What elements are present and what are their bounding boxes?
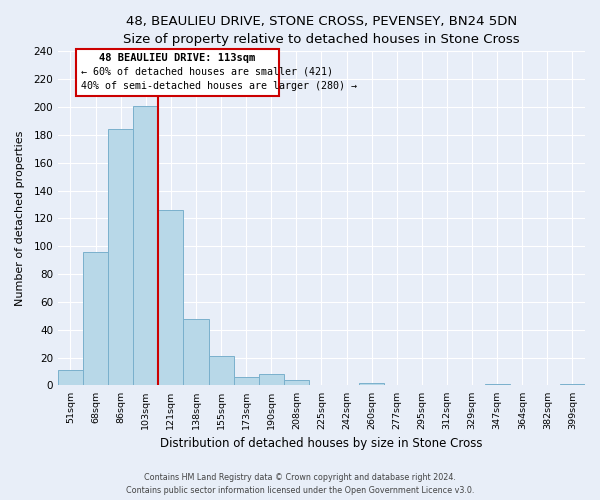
Text: Contains HM Land Registry data © Crown copyright and database right 2024.
Contai: Contains HM Land Registry data © Crown c…: [126, 474, 474, 495]
X-axis label: Distribution of detached houses by size in Stone Cross: Distribution of detached houses by size …: [160, 437, 483, 450]
Bar: [158, 210, 184, 386]
FancyBboxPatch shape: [76, 48, 279, 96]
Y-axis label: Number of detached properties: Number of detached properties: [15, 130, 25, 306]
Text: 48 BEAULIEU DRIVE: 113sqm: 48 BEAULIEU DRIVE: 113sqm: [99, 52, 256, 62]
Text: 40% of semi-detached houses are larger (280) →: 40% of semi-detached houses are larger (…: [81, 80, 357, 90]
Title: 48, BEAULIEU DRIVE, STONE CROSS, PEVENSEY, BN24 5DN
Size of property relative to: 48, BEAULIEU DRIVE, STONE CROSS, PEVENSE…: [123, 15, 520, 46]
Bar: [133, 106, 158, 386]
Bar: [359, 382, 384, 386]
Bar: [284, 380, 309, 386]
Bar: [184, 318, 209, 386]
Bar: [58, 370, 83, 386]
Bar: [83, 252, 108, 386]
Bar: [485, 384, 510, 386]
Bar: [108, 130, 133, 386]
Text: ← 60% of detached houses are smaller (421): ← 60% of detached houses are smaller (42…: [81, 66, 333, 76]
Bar: [233, 377, 259, 386]
Bar: [560, 384, 585, 386]
Bar: [209, 356, 233, 386]
Bar: [259, 374, 284, 386]
